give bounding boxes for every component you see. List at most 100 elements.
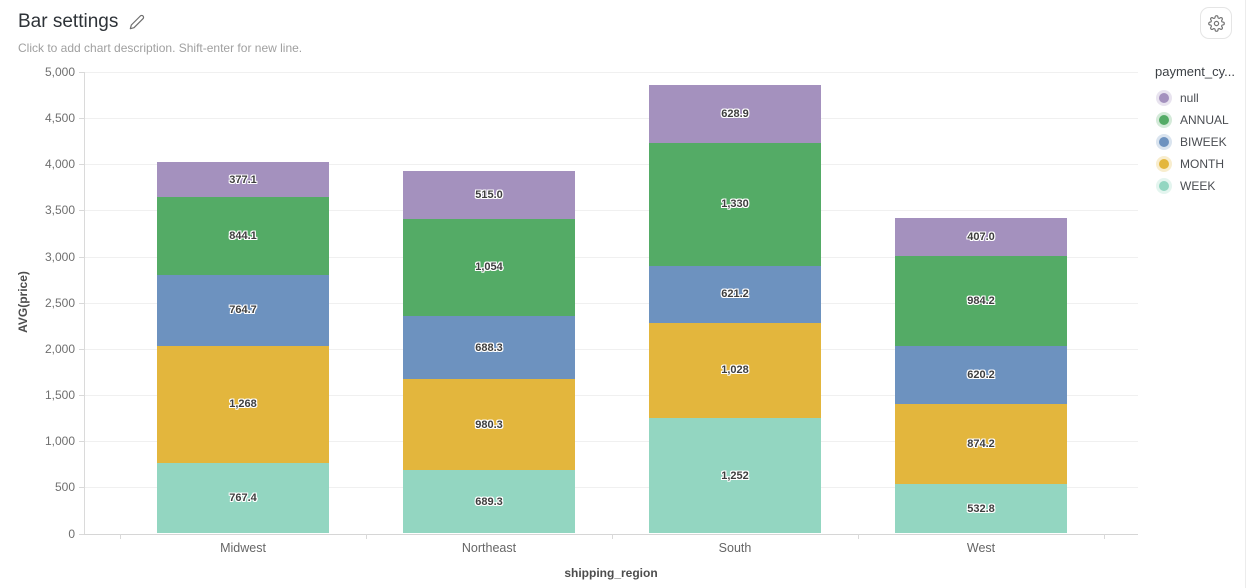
legend-item-biweek[interactable]: BIWEEK bbox=[1155, 131, 1245, 153]
bar-segment-null-south[interactable]: 628.9 bbox=[649, 84, 821, 143]
edit-title-pencil-icon[interactable] bbox=[129, 14, 145, 30]
x-axis-category-label: Midwest bbox=[220, 540, 266, 555]
bar-value-label: 620.2 bbox=[967, 368, 995, 381]
legend-item-label: ANNUAL bbox=[1180, 113, 1229, 127]
bar-value-label: 764.7 bbox=[229, 304, 257, 317]
gridline bbox=[84, 164, 1138, 166]
legend-item-null[interactable]: null bbox=[1155, 87, 1245, 109]
gridline bbox=[84, 348, 1138, 350]
chart-title[interactable]: Bar settings bbox=[18, 11, 119, 32]
x-axis-category-label: West bbox=[966, 540, 996, 555]
x-axis-tick bbox=[612, 533, 613, 539]
y-axis-tick bbox=[79, 210, 84, 212]
bar-segment-month-northeast[interactable]: 980.3 bbox=[403, 379, 575, 470]
bar-segment-annual-northeast[interactable]: 1,054 bbox=[403, 218, 575, 316]
gridline bbox=[84, 210, 1138, 212]
bar-segment-week-northeast[interactable]: 689.3 bbox=[403, 469, 575, 534]
bar-segment-biweek-south[interactable]: 621.2 bbox=[649, 265, 821, 324]
legend-item-label: BIWEEK bbox=[1180, 135, 1227, 149]
legend-item-week[interactable]: WEEK bbox=[1155, 175, 1245, 197]
bar-segment-null-west[interactable]: 407.0 bbox=[895, 217, 1067, 256]
bar-segment-biweek-west[interactable]: 620.2 bbox=[895, 346, 1067, 404]
gridline bbox=[84, 441, 1138, 443]
bar-value-label: 844.1 bbox=[229, 230, 257, 243]
gear-icon bbox=[1207, 14, 1225, 32]
y-axis-tick bbox=[79, 395, 84, 397]
bar-value-label: 767.4 bbox=[229, 492, 257, 505]
bar-value-label: 621.2 bbox=[721, 288, 749, 301]
bar-segment-week-midwest[interactable]: 767.4 bbox=[157, 462, 329, 534]
bar-value-label: 532.8 bbox=[967, 502, 995, 515]
bar-segment-biweek-midwest[interactable]: 764.7 bbox=[157, 275, 329, 346]
bar-value-label: 628.9 bbox=[721, 107, 749, 120]
y-axis-tick-label: 5,000 bbox=[44, 65, 75, 79]
legend-swatch-icon bbox=[1159, 181, 1169, 191]
y-axis-tick-label: 1,000 bbox=[44, 434, 75, 449]
y-axis-tick bbox=[79, 72, 84, 73]
bar-value-label: 688.3 bbox=[475, 341, 503, 354]
bar-value-label: 984.2 bbox=[967, 294, 995, 307]
y-axis-tick bbox=[79, 256, 84, 258]
y-axis-tick-label: 3,500 bbox=[44, 203, 75, 218]
chart-header: Bar settings bbox=[18, 11, 145, 33]
bar-segment-null-northeast[interactable]: 515.0 bbox=[403, 171, 575, 219]
gridline bbox=[84, 118, 1138, 120]
legend-title: payment_cy... bbox=[1155, 64, 1235, 79]
x-axis-category-label: South bbox=[718, 540, 752, 555]
gridline bbox=[84, 256, 1138, 258]
gridline bbox=[84, 72, 1138, 73]
legend-item-annual[interactable]: ANNUAL bbox=[1155, 109, 1245, 131]
bar-value-label: 515.0 bbox=[475, 188, 503, 201]
chart-settings-gear-button[interactable] bbox=[1200, 7, 1232, 39]
x-axis-tick bbox=[120, 533, 121, 539]
bar-value-label: 1,028 bbox=[721, 364, 749, 377]
bar-segment-week-south[interactable]: 1,252 bbox=[649, 417, 821, 534]
gridline bbox=[84, 302, 1138, 304]
y-axis-tick bbox=[79, 302, 84, 304]
chart-description-placeholder[interactable]: Click to add chart description. Shift-en… bbox=[18, 41, 303, 55]
y-axis-tick bbox=[79, 533, 84, 535]
bar-segment-annual-south[interactable]: 1,330 bbox=[649, 142, 821, 266]
y-axis-tick bbox=[79, 487, 84, 489]
y-axis-tick-label: 4,000 bbox=[44, 157, 75, 172]
legend-swatch-icon bbox=[1159, 159, 1169, 169]
y-axis-tick-label: 3,000 bbox=[44, 249, 75, 264]
legend-item-label: WEEK bbox=[1180, 179, 1216, 193]
y-axis-tick bbox=[79, 118, 84, 120]
y-axis-tick-label: 4,500 bbox=[44, 111, 75, 126]
gridline bbox=[84, 395, 1138, 397]
x-axis-tick bbox=[858, 533, 859, 539]
y-axis-tick-label: 1,500 bbox=[44, 388, 75, 403]
legend-item-label: MONTH bbox=[1180, 157, 1224, 171]
bar-segment-annual-west[interactable]: 984.2 bbox=[895, 255, 1067, 347]
bar-segment-month-west[interactable]: 874.2 bbox=[895, 403, 1067, 485]
y-axis-tick-label: 500 bbox=[54, 480, 75, 495]
y-axis-tick bbox=[79, 348, 84, 350]
legend-item-label: null bbox=[1180, 91, 1199, 105]
y-axis-tick-label: 0 bbox=[68, 526, 75, 541]
legend-swatch-icon bbox=[1159, 93, 1169, 103]
x-axis-line bbox=[84, 533, 1138, 535]
legend-swatch-icon bbox=[1159, 115, 1169, 125]
x-axis-tick bbox=[366, 533, 367, 539]
bar-value-label: 689.3 bbox=[475, 495, 503, 508]
bar-segment-biweek-northeast[interactable]: 688.3 bbox=[403, 315, 575, 380]
y-axis-tick bbox=[79, 441, 84, 443]
bar-segment-null-midwest[interactable]: 377.1 bbox=[157, 162, 329, 198]
y-axis-tick-label: 2,000 bbox=[44, 341, 75, 356]
chart-legend: payment_cy... null ANNUAL BIWEEK MONTH WEEK bbox=[1155, 64, 1245, 197]
bar-segment-annual-midwest[interactable]: 844.1 bbox=[157, 197, 329, 276]
bar-segment-week-west[interactable]: 532.8 bbox=[895, 484, 1067, 534]
bar-segment-month-south[interactable]: 1,028 bbox=[649, 323, 821, 418]
legend-item-month[interactable]: MONTH bbox=[1155, 153, 1245, 175]
bar-value-label: 1,054 bbox=[475, 261, 503, 274]
x-axis-tick bbox=[1104, 533, 1105, 539]
bar-segment-month-midwest[interactable]: 1,268 bbox=[157, 345, 329, 463]
y-axis-tick bbox=[79, 164, 84, 166]
bar-value-label: 1,330 bbox=[721, 198, 749, 211]
bar-value-label: 1,252 bbox=[721, 469, 749, 482]
bar-value-label: 407.0 bbox=[967, 230, 995, 243]
y-axis-line bbox=[84, 72, 85, 534]
